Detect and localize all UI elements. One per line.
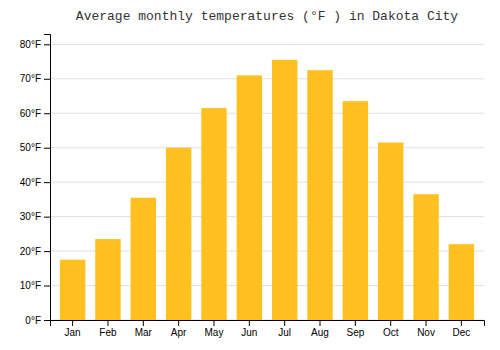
x-tick-label: Sep [346,327,364,338]
bar [201,108,226,320]
y-tick-mark [44,113,50,114]
bar [307,70,332,320]
x-tick-mark [320,320,321,326]
y-tick: 50°F [20,142,50,153]
grid-line [50,147,484,148]
y-tick-mark [44,251,50,252]
chart: Jan Feb Mar Apr May Jun Jul Aug Sep Oct Nov Dec 0°F 1… [0,0,500,350]
y-tick-mark [44,148,50,149]
y-tick-mark [44,44,50,45]
y-tick: 70°F [20,73,50,84]
bars [60,60,474,320]
x-tick-label: Apr [171,327,187,338]
y-tick-label: 10°F [20,280,41,291]
y-tick-label: 30°F [20,211,41,222]
x-axis-line [51,321,485,327]
x-tick-label: Aug [311,327,329,338]
y-tick-label: 80°F [20,39,41,50]
x-tick-mark [107,320,108,326]
x-tick-label: Jun [241,327,257,338]
x-tick-label: Jan [65,327,81,338]
y-tick-label: 20°F [20,246,41,257]
x-tick-label: Mar [135,327,153,338]
x-tick: Nov [417,320,435,338]
x-tick: Jun [241,320,257,338]
x-tick-mark [284,320,285,326]
y-tick: 40°F [20,177,50,188]
y-tick-mark [44,79,50,80]
x-tick-mark [355,320,356,326]
x-tick-label: Oct [383,327,399,338]
x-tick-mark [461,320,462,326]
x-tick-mark [390,320,391,326]
grid-line [50,78,484,79]
y-axis: 0°F 10°F 20°F 30°F 40°F 50°F 60°F 70°F 80°F [20,35,51,326]
x-tick-label: Dec [452,327,470,338]
grid [50,44,484,320]
x-tick-label: Jul [278,327,291,338]
bar [378,143,403,320]
y-tick-mark [44,286,50,287]
y-tick: 0°F [25,315,50,326]
bar [60,260,85,320]
x-tick-label: Nov [417,327,435,338]
x-tick: Oct [383,320,399,338]
grid-line [50,113,484,114]
x-tick: May [205,320,224,338]
y-tick: 20°F [20,246,50,257]
bar [131,198,156,320]
y-tick: 60°F [20,108,50,119]
x-tick-label: May [205,327,224,338]
bar [413,194,438,320]
x-tick-mark [249,320,250,326]
x-tick: Sep [346,320,364,338]
title: Average monthly temperatures (°F ) in Da… [76,9,458,24]
y-tick-label: 60°F [20,108,41,119]
x-tick-mark [143,320,144,326]
y-tick-label: 70°F [20,73,41,84]
bar [95,239,120,320]
x-tick: Dec [452,320,470,338]
y-tick: 10°F [20,280,50,291]
bar [166,148,191,320]
y-tick: 30°F [20,211,50,222]
y-tick-mark [44,217,50,218]
y-tick-mark [44,182,50,183]
x-tick: Jul [278,320,291,338]
x-tick: Apr [171,320,187,338]
grid-line [50,44,484,45]
x-tick-mark [72,320,73,326]
x-tick-mark [213,320,214,326]
bar [272,60,297,320]
x-tick: Mar [135,320,153,338]
grid-line [50,182,484,183]
y-tick-label: 0°F [25,315,41,326]
x-tick-mark [426,320,427,326]
x-tick-mark [178,320,179,326]
bar [237,75,262,320]
y-axis-line [44,35,51,321]
bar [449,244,474,320]
x-axis: Jan Feb Mar Apr May Jun Jul Aug Sep Oct Nov Dec [51,320,485,338]
x-tick-label: Feb [99,327,117,338]
x-tick: Jan [65,320,81,338]
y-tick-mark [44,320,50,321]
y-tick-label: 50°F [20,142,41,153]
bar [343,101,368,320]
y-tick-label: 40°F [20,177,41,188]
x-tick: Feb [99,320,117,338]
y-tick: 80°F [20,39,50,50]
x-tick: Aug [311,320,329,338]
plot-area: Jan Feb Mar Apr May Jun Jul Aug Sep Oct Nov Dec 0°F 1… [20,35,485,339]
